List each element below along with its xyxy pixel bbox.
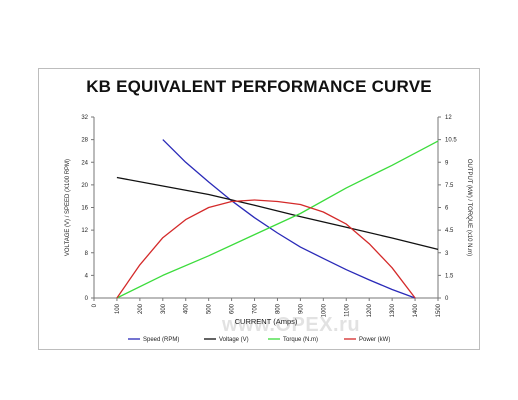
x-tick-label: 1100 [344,303,350,317]
watermark: www.OPEX.ru [222,314,361,336]
x-axis-title: CURRENT (Amps) [235,317,298,326]
right-y-axis-title: OUTPUT (kW) / TORQUE (x10 N.m) [466,159,472,256]
x-tick-label: 500 [207,303,213,314]
x-tick-label: 700 [253,303,259,314]
left-y-tick-label: 4 [85,273,89,279]
right-y-tick-label: 4.5 [445,228,454,234]
right-y-tick-label: 6 [445,206,449,212]
chart-frame [38,68,480,350]
legend-label-power-kw: Power (kW) [359,337,390,343]
left-y-tick-label: 16 [81,206,88,212]
x-tick-label: 1500 [436,303,442,317]
left-y-tick-label: 8 [85,251,89,257]
legend-label-torque-n-m: Torque (N.m) [283,337,318,343]
x-tick-label: 900 [298,303,304,314]
x-tick-label: 0 [92,303,98,307]
series-line-torque-n-m [116,140,439,299]
x-tick-label: 100 [115,303,121,314]
left-y-tick-label: 0 [85,296,89,302]
left-y-tick-label: 20 [81,183,88,189]
left-y-tick-label: 12 [81,228,88,234]
left-y-axis-title: VOLTAGE (V) / SPEED (X100 RPM) [65,159,71,256]
x-tick-label: 600 [230,303,236,314]
right-y-tick-label: 9 [445,160,449,166]
left-y-tick-label: 24 [81,160,88,166]
series-line-voltage-v [116,176,439,251]
x-tick-label: 1200 [367,303,373,317]
x-tick-label: 1300 [390,303,396,317]
right-y-tick-label: 3 [445,251,449,257]
x-tick-label: 1000 [321,303,327,317]
x-tick-label: 200 [138,303,144,314]
chart-title: KB EQUIVALENT PERFORMANCE CURVE [86,77,432,96]
series-line-power-kw [116,199,416,299]
x-tick-label: 400 [184,303,190,314]
right-y-tick-label: 1.5 [445,273,454,279]
x-tick-label: 800 [275,303,281,314]
right-y-tick-label: 0 [445,296,449,302]
legend-label-speed-rpm: Speed (RPM) [143,337,179,343]
left-y-tick-label: 28 [81,138,88,144]
x-tick-label: 300 [161,303,167,314]
left-y-tick-label: 32 [81,115,88,121]
series-line-speed-rpm [162,139,416,299]
right-y-tick-label: 10.5 [445,138,457,144]
right-y-tick-label: 7.5 [445,183,454,189]
x-tick-label: 1400 [413,303,419,317]
legend-label-voltage-v: Voltage (V) [219,337,249,343]
right-y-tick-label: 12 [445,115,452,121]
